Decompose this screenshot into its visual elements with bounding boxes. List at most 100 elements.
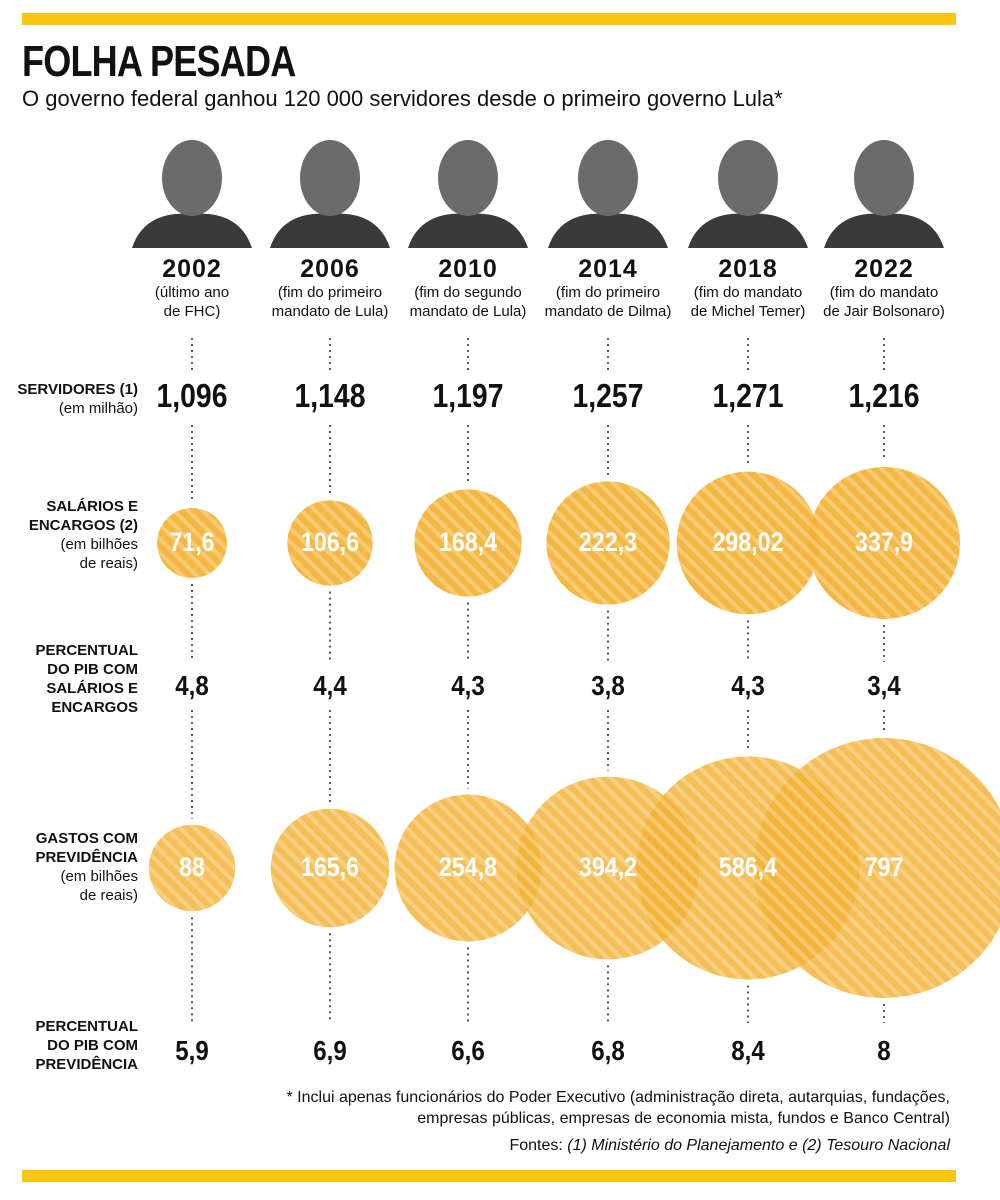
portrait-icon: [132, 140, 252, 248]
year-note-line: de Jair Bolsonaro): [823, 303, 945, 320]
row-label-title-line: PERCENTUAL: [35, 1018, 138, 1035]
row-label-title-line: DO PIB COM: [47, 661, 138, 678]
year-note-line: (último ano: [154, 284, 230, 301]
footnote-line: empresas públicas, empresas de economia …: [417, 1110, 950, 1127]
year-label: 2006: [300, 255, 360, 283]
previdencia-bubble-label: 586,4: [718, 852, 778, 882]
year-note-line: de FHC): [163, 303, 221, 320]
portrait-icon: [688, 140, 808, 248]
servidores-value: 1,271: [712, 377, 784, 414]
row-label-note-line: de reais): [79, 555, 138, 572]
row-label-note: (em milhão): [58, 400, 138, 417]
pib-salarios-value: 3,4: [867, 670, 901, 701]
year-note-line: (fim do segundo: [414, 284, 522, 301]
servidores-value: 1,197: [432, 377, 504, 414]
page-subtitle: O governo federal ganhou 120 000 servido…: [22, 86, 783, 111]
previdencia-bubble: [270, 808, 390, 928]
pib-previdencia-value: 6,9: [313, 1035, 347, 1066]
row-label-pib-salarios: PERCENTUAL DO PIB COM SALÁRIOS E ENCARGO…: [0, 641, 138, 717]
previdencia-bubble-label: 394,2: [578, 852, 638, 882]
salarios-bubble-label: 106,6: [300, 527, 360, 557]
footnote-line: * Inclui apenas funcionários do Poder Ex…: [286, 1089, 951, 1106]
row-label-note-line: (em bilhões: [60, 536, 138, 553]
salarios-bubble: [546, 481, 670, 605]
row-label-note-line: de reais): [79, 887, 138, 904]
salarios-bubble: [414, 489, 522, 597]
row-label-title-line: PREVIDÊNCIA: [35, 849, 138, 866]
salarios-bubble: [157, 508, 227, 578]
sources-prefix: Fontes:: [509, 1137, 568, 1154]
top-accent-bar: [22, 13, 956, 25]
page-title: FOLHA PESADA: [22, 37, 296, 86]
year-note: (fim do primeiro mandato de Dilma): [523, 283, 693, 321]
salarios-bubble-label: 298,02: [712, 527, 784, 557]
year-note-line: (fim do mandato: [829, 284, 939, 301]
pib-salarios-value: 4,3: [451, 670, 485, 701]
salarios-bubble: [287, 500, 373, 586]
servidores-value: 1,148: [294, 377, 366, 414]
previdencia-bubble-label: 797: [864, 852, 904, 882]
portrait-icon: [548, 140, 668, 248]
row-label-title-line: GASTOS COM: [35, 830, 138, 847]
pib-salarios-value: 4,3: [731, 670, 765, 701]
salarios-bubble-label: 168,4: [438, 527, 498, 557]
year-note-line: de Michel Temer): [690, 303, 806, 320]
year-label: 2002: [162, 255, 222, 283]
pib-previdencia-value: 8: [877, 1035, 891, 1066]
salarios-bubble-label: 71,6: [169, 527, 215, 557]
pib-previdencia-value: 5,9: [175, 1035, 209, 1066]
year-label: 2014: [578, 255, 638, 283]
servidores-value: 1,257: [572, 377, 644, 414]
servidores-value: 1,096: [156, 377, 228, 414]
bottom-accent-bar: [22, 1170, 956, 1182]
previdencia-bubble-label: 165,6: [300, 852, 360, 882]
year-note-line: mandato de Lula): [271, 303, 389, 320]
year-note: (fim do primeiro mandato de Lula): [245, 283, 415, 321]
row-label-title-line: PREVIDÊNCIA: [35, 1056, 138, 1073]
row-label-title-line: ENCARGOS: [51, 699, 138, 716]
row-label-salarios: SALÁRIOS E ENCARGOS (2) (em bilhões de r…: [0, 497, 138, 573]
portrait-icon: [824, 140, 944, 248]
row-label-title: SERVIDORES (1): [17, 381, 138, 398]
year-label: 2010: [438, 255, 498, 283]
previdencia-bubble: [394, 794, 542, 942]
row-label-note-line: (em bilhões: [60, 868, 138, 885]
year-label: 2022: [854, 255, 914, 283]
pib-salarios-value: 3,8: [591, 670, 625, 701]
year-note-line: (fim do primeiro: [277, 284, 383, 301]
row-label-servidores: SERVIDORES (1) (em milhão): [0, 380, 138, 418]
year-note-line: mandato de Dilma): [544, 303, 672, 320]
year-note-line: (fim do mandato: [693, 284, 803, 301]
servidores-value: 1,216: [848, 377, 920, 414]
sources-text: (1) Ministério do Planejamento e (2) Tes…: [567, 1137, 950, 1154]
row-label-title-line: SALÁRIOS E: [46, 680, 138, 697]
year-note-line: (fim do primeiro: [555, 284, 661, 301]
pib-previdencia-value: 8,4: [731, 1035, 765, 1066]
year-note-line: mandato de Lula): [409, 303, 527, 320]
previdencia-bubble: [754, 738, 1000, 998]
salarios-bubble-label: 337,9: [854, 527, 914, 557]
year-label: 2018: [718, 255, 778, 283]
pib-previdencia-value: 6,6: [451, 1035, 485, 1066]
row-label-pib-previdencia: PERCENTUAL DO PIB COM PREVIDÊNCIA: [0, 1017, 138, 1074]
salarios-bubble: [808, 467, 960, 619]
salarios-bubble: [676, 471, 820, 615]
portrait-icon: [270, 140, 390, 248]
pib-salarios-value: 4,8: [175, 670, 209, 701]
pib-previdencia-value: 6,8: [591, 1035, 625, 1066]
year-note: (fim do mandato de Michel Temer): [663, 283, 833, 321]
row-label-title-line: ENCARGOS (2): [28, 517, 138, 534]
row-label-title-line: SALÁRIOS E: [46, 498, 138, 515]
year-note: (fim do segundo mandato de Lula): [383, 283, 553, 321]
salarios-bubble-label: 222,3: [578, 527, 638, 557]
row-label-title-line: PERCENTUAL: [35, 642, 138, 659]
year-note: (fim do mandato de Jair Bolsonaro): [799, 283, 969, 321]
previdencia-bubble-label: 88: [179, 852, 205, 882]
previdencia-bubble: [148, 824, 236, 912]
previdencia-bubble-label: 254,8: [438, 852, 498, 882]
year-note: (último ano de FHC): [107, 283, 277, 321]
pib-salarios-value: 4,4: [313, 670, 347, 701]
row-label-previdencia: GASTOS COM PREVIDÊNCIA (em bilhões de re…: [0, 829, 138, 905]
row-label-title-line: DO PIB COM: [47, 1037, 138, 1054]
